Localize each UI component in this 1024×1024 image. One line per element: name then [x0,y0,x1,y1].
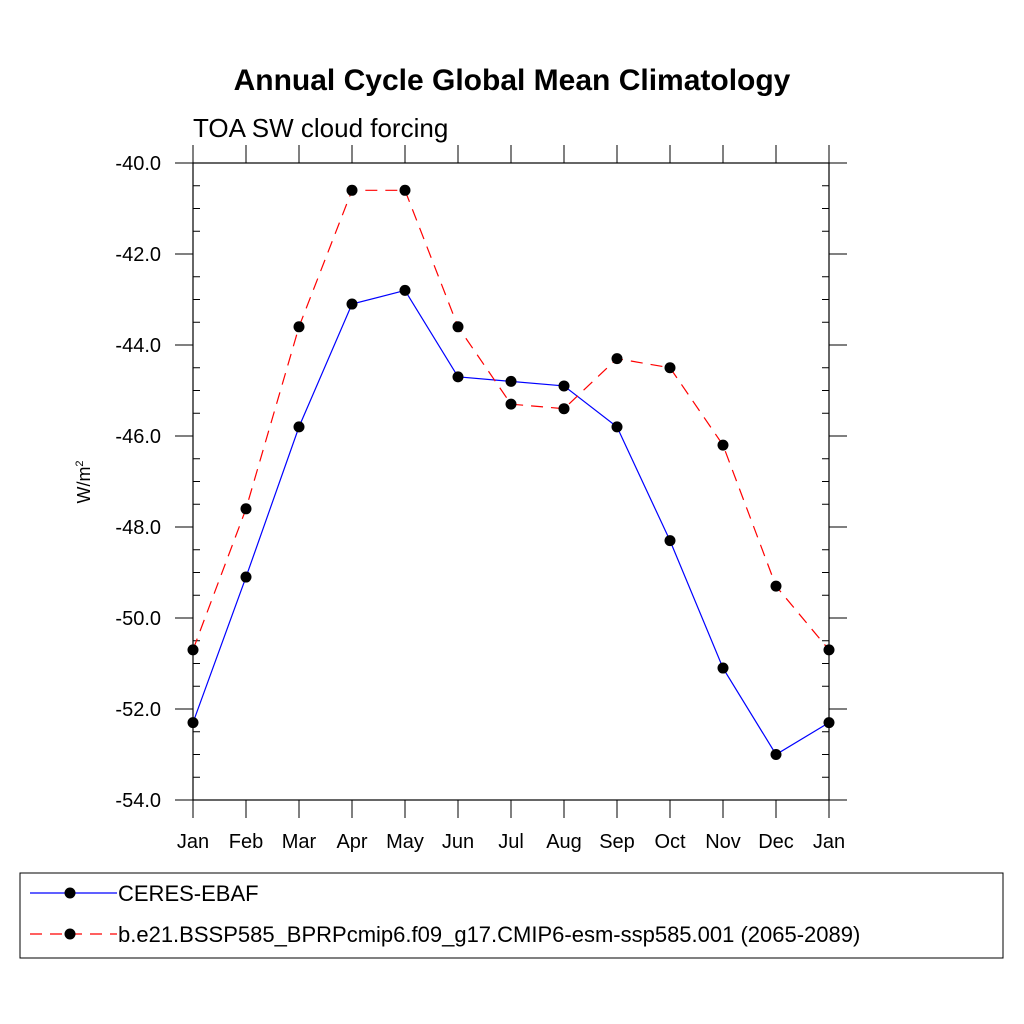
x-tick-label: Jun [442,831,474,853]
y-tick-label: -52.0 [115,699,161,721]
data-point-series-1 [399,184,411,196]
data-point-series-1 [346,184,358,196]
x-tick-label: Mar [282,831,317,853]
y-tick-label: -46.0 [115,426,161,448]
data-point-series-1 [240,503,252,515]
data-point-series-1 [452,321,464,333]
x-tick-label: Jan [177,831,209,853]
y-tick-label: -48.0 [115,517,161,539]
data-point-series-0 [558,380,570,392]
y-tick-label: -44.0 [115,335,161,357]
x-tick-label: May [386,831,424,853]
chart-subtitle: TOA SW cloud forcing [193,113,448,143]
y-axis-label-superscript: 2 [74,460,86,466]
data-point-series-0 [240,571,252,583]
legend-box [19,872,1004,959]
x-tick-label: Feb [229,831,263,853]
y-axis-label-text: W/m [74,467,94,504]
data-point-series-1 [187,644,199,656]
axis-ticks [175,145,847,818]
x-tick-label: Sep [599,831,635,853]
y-tick-label: -40.0 [115,153,161,175]
x-tick-label: Nov [705,831,741,853]
series-layer [187,184,835,760]
x-tick-label: Oct [654,831,686,853]
y-tick-label: -50.0 [115,608,161,630]
legend: CERES-EBAF b.e21.BSSP585_BPRPcmip6.f09_g… [19,872,1004,959]
legend-label-ceres: CERES-EBAF [118,881,259,906]
x-tick-label: Jul [498,831,524,853]
series-line-1 [192,189,830,651]
legend-label-model: b.e21.BSSP585_BPRPcmip6.f09_g17.CMIP6-es… [118,922,860,947]
data-point-series-0 [823,717,835,729]
data-point-series-0 [770,749,782,760]
legend-marker-ceres [64,887,76,899]
x-tick-label: Jan [813,831,845,853]
data-point-series-0 [399,284,411,296]
x-tick-label: Dec [758,831,794,853]
chart-title: Annual Cycle Global Mean Climatology [234,64,791,97]
data-point-series-0 [187,717,199,729]
data-point-series-1 [664,362,676,374]
data-point-series-0 [293,421,305,433]
x-tick-labels: Jan Feb Mar Apr May Jun Jul Aug Sep Oct Nov Dec Jan [177,831,845,853]
data-point-series-1 [823,644,835,656]
y-tick-labels: -40.0 -42.0 -44.0 -46.0 -48.0 -50.0 -52.0 -54.0 [115,153,161,812]
data-point-series-0 [611,421,623,433]
data-point-series-0 [452,371,464,383]
plot-frame [192,162,830,801]
x-tick-label: Aug [546,831,582,853]
data-point-series-0 [505,375,517,387]
data-point-series-0 [346,298,358,310]
data-point-series-1 [770,580,782,592]
data-point-series-0 [717,662,729,674]
data-point-series-1 [293,321,305,333]
y-axis-label: W/m2 [74,460,94,503]
data-point-series-1 [505,398,517,410]
series-line-0 [192,289,830,756]
data-point-series-0 [664,535,676,547]
data-point-series-1 [558,403,570,415]
legend-marker-model [64,928,76,940]
data-point-series-1 [611,353,623,365]
x-tick-label: Apr [336,831,367,853]
y-tick-label: -42.0 [115,244,161,266]
data-point-series-1 [717,439,729,451]
y-tick-label: -54.0 [115,790,161,812]
